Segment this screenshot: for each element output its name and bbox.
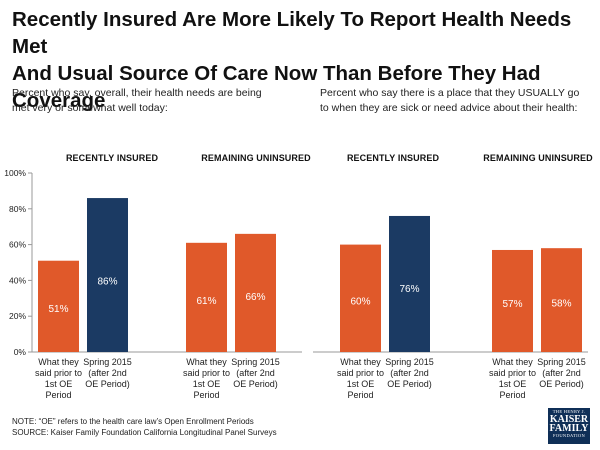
x-category-label: Spring 2015	[83, 357, 132, 367]
bar-value-label: 86%	[97, 276, 117, 287]
group-label-right-insured: RECENTLY INSURED	[346, 153, 440, 163]
source-text: SOURCE: Kaiser Family Foundation Califor…	[12, 428, 277, 437]
group-label-left-insured: RECENTLY INSURED	[65, 153, 159, 163]
bar-51%	[38, 260, 79, 352]
y-tick-label: 60%	[9, 240, 26, 250]
x-category-label: Period	[499, 390, 525, 400]
x-category-label: 1st OE	[347, 379, 375, 389]
logo-line-2: KAISER	[549, 414, 589, 425]
bar-value-label: 57%	[502, 299, 522, 310]
x-category-label: 1st OE	[193, 379, 221, 389]
bar-60%	[340, 244, 381, 352]
x-category-label: said prior to	[489, 368, 536, 378]
bar-value-label: 66%	[245, 292, 265, 303]
y-tick-label: 80%	[9, 204, 26, 214]
title-line-1: Recently Insured Are More Likely To Repo…	[12, 8, 572, 58]
subtitle-right: Percent who say there is a place that th…	[320, 87, 580, 114]
x-category-label: (after 2nd	[88, 368, 127, 378]
page-title: Recently Insured Are More Likely To Repo…	[12, 6, 592, 114]
y-tick-label: 0%	[14, 347, 27, 357]
x-category-label: What they	[340, 357, 381, 367]
x-category-label: (after 2nd	[236, 368, 275, 378]
group-label-left-uninsured: REMAINING UNINSURED	[201, 153, 311, 163]
logo-line-3: FAMILY	[549, 423, 589, 434]
y-tick-label: 40%	[9, 275, 26, 285]
x-category-label: OE Period)	[85, 379, 130, 389]
x-category-label: Period	[45, 390, 71, 400]
x-category-label: said prior to	[183, 368, 230, 378]
x-category-label: What they	[186, 357, 227, 367]
bar-value-label: 60%	[350, 297, 370, 308]
x-category-label: 1st OE	[45, 379, 73, 389]
x-category-label: What they	[492, 357, 533, 367]
y-tick-label: 100%	[4, 168, 26, 178]
x-category-label: Spring 2015	[385, 357, 434, 367]
kff-logo: THE HENRY J. KAISER FAMILY FOUNDATION	[548, 408, 590, 444]
logo-line-1: THE HENRY J.	[552, 409, 586, 414]
bar-61%	[186, 242, 227, 352]
x-category-label: (after 2nd	[390, 368, 429, 378]
bar-value-label: 51%	[48, 304, 68, 315]
x-category-label: said prior to	[35, 368, 82, 378]
x-category-label: said prior to	[337, 368, 384, 378]
y-tick-label: 20%	[9, 311, 26, 321]
bar-value-label: 61%	[196, 296, 216, 307]
subtitle-left: Percent who say, overall, their health n…	[12, 87, 262, 114]
bar-66%	[235, 233, 276, 352]
group-label-right-uninsured: REMAINING UNINSURED	[483, 153, 593, 163]
x-category-label: What they	[38, 357, 79, 367]
bar-value-label: 76%	[399, 284, 419, 295]
bar-58%	[541, 248, 582, 352]
bar-value-label: 58%	[551, 298, 571, 309]
x-category-label: OE Period)	[233, 379, 278, 389]
footnote: NOTE: “OE” refers to the health care law…	[12, 416, 277, 438]
x-category-label: Period	[193, 390, 219, 400]
x-category-label: (after 2nd	[542, 368, 581, 378]
note-text: NOTE: “OE” refers to the health care law…	[12, 417, 254, 426]
x-category-label: OE Period)	[387, 379, 432, 389]
x-category-label: Spring 2015	[537, 357, 586, 367]
x-category-label: Period	[347, 390, 373, 400]
x-category-label: Spring 2015	[231, 357, 280, 367]
title-line-2: And Usual Source Of Care Now Than Before…	[12, 62, 541, 112]
bar-86%	[87, 198, 128, 352]
logo-line-4: FOUNDATION	[553, 433, 585, 438]
bar-76%	[389, 215, 430, 352]
bar-57%	[492, 249, 533, 352]
x-category-label: 1st OE	[499, 379, 527, 389]
x-category-label: OE Period)	[539, 379, 584, 389]
